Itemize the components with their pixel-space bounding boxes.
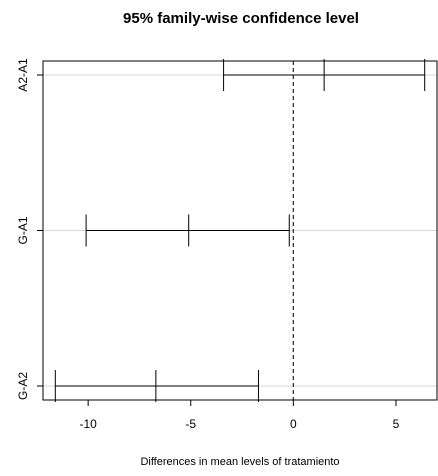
x-tick-label: 5 — [393, 417, 400, 431]
x-tick-label: -10 — [79, 417, 97, 431]
x-axis: -10 -5 0 5 — [79, 400, 400, 431]
y-tick-label: A2-A1 — [16, 58, 30, 92]
x-tick-label: 0 — [290, 417, 297, 431]
plot-area — [42, 59, 438, 402]
y-tick-label: G-A1 — [16, 216, 30, 244]
interval-a2-a1 — [223, 59, 426, 91]
interval-g-a1 — [85, 214, 290, 247]
x-axis-label: Differences in mean levels of tratamient… — [140, 456, 339, 468]
interval-g-a2 — [54, 370, 259, 402]
y-tick-label: G-A2 — [16, 372, 30, 400]
y-axis: A2-A1 G-A1 G-A2 — [16, 58, 43, 400]
chart-title: 95% family-wise confidence level — [123, 10, 359, 27]
x-tick-label: -5 — [185, 417, 196, 431]
